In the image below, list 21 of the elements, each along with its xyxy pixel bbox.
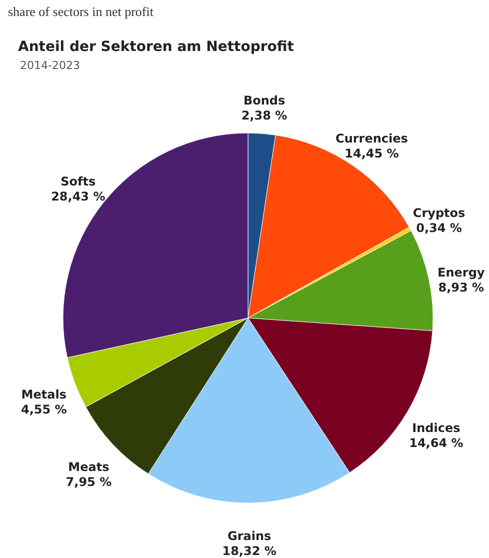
data-label: 2,38 % (241, 108, 288, 123)
chart-subtitle: 2014-2023 (20, 59, 80, 72)
data-label: 28,43 % (51, 189, 106, 204)
slice-label: Energy (438, 265, 485, 280)
slice-label: Metals (21, 388, 66, 402)
slice-label: Currencies (336, 132, 408, 146)
data-label: 7,95 % (66, 474, 112, 489)
slice-label: Bonds (243, 94, 286, 108)
slice-label: Softs (60, 174, 96, 188)
slice-label: Cryptos (412, 206, 466, 220)
data-label: 8,93 % (438, 280, 484, 294)
data-label: 14,45 % (344, 146, 399, 161)
data-label: 0,34 % (416, 221, 462, 235)
slice-label: Grains (227, 528, 272, 543)
text: share of sectors in net profit (8, 4, 154, 19)
slice-label: Indices (412, 421, 460, 436)
slice-label: Meats (68, 460, 110, 474)
data-label: 14,64 % (409, 436, 464, 450)
data-label: 18,32 % (222, 544, 276, 558)
data-label: 4,55 % (20, 402, 67, 417)
chart-title: Anteil der Sektoren am Nettoprofit (18, 39, 294, 55)
